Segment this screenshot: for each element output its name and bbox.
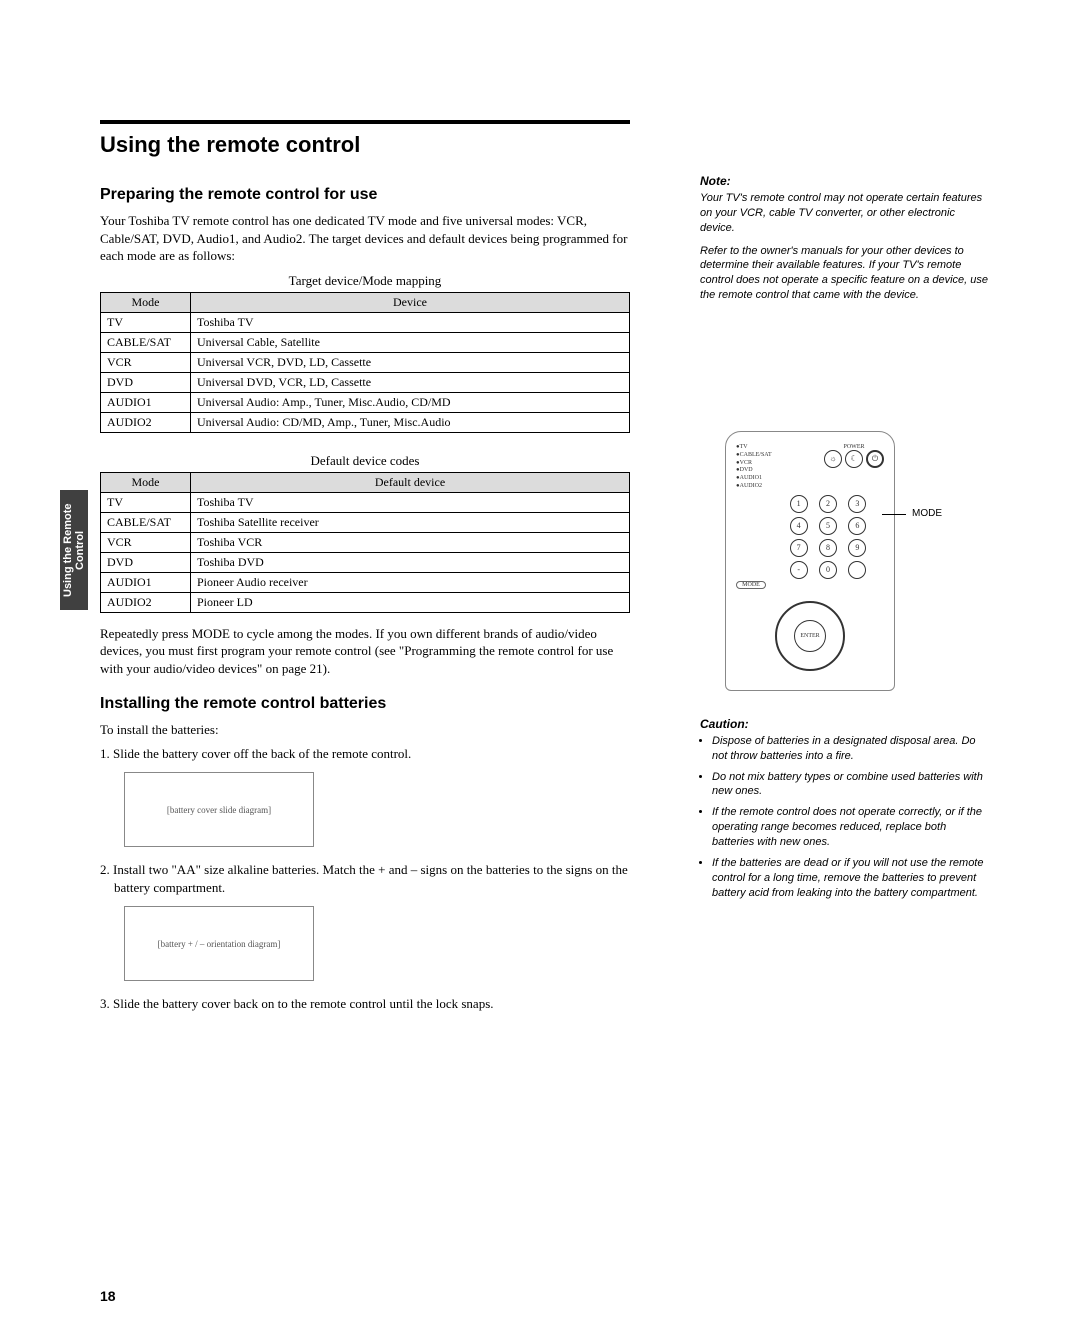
remote-mode-audio1: ●AUDIO1 <box>736 475 772 483</box>
caution-item: If the batteries are dead or if you will… <box>712 856 990 901</box>
table-row: TVToshiba TV <box>101 492 630 512</box>
table-row: CABLE/SATToshiba Satellite receiver <box>101 512 630 532</box>
table-default-device: Mode Default device TVToshiba TV CABLE/S… <box>100 472 630 613</box>
table-row: AUDIO2Pioneer LD <box>101 592 630 612</box>
caution-list: Dispose of batteries in a designated dis… <box>700 734 990 900</box>
page-title: Using the remote control <box>100 132 630 158</box>
mode-callout-label: MODE <box>912 508 942 519</box>
page-number: 18 <box>100 1288 116 1304</box>
remote-btn-sleep: ☾ <box>845 450 863 468</box>
remote-btn-power: ⏻ <box>866 450 884 468</box>
remote-diagram: ●TV ●CABLE/SAT ●VCR ●DVD ●AUDIO1 ●AUDIO2… <box>725 431 895 691</box>
remote-mode-tv: ●TV <box>736 444 772 452</box>
remote-btn-light: ☼ <box>824 450 842 468</box>
side-column: Note: Your TV's remote control may not o… <box>700 120 990 906</box>
section-installing-intro: To install the batteries: <box>100 721 630 739</box>
table-target-device: Mode Device TVToshiba TV CABLE/SATUniver… <box>100 292 630 433</box>
remote-btn-ent <box>848 561 866 579</box>
section-installing-heading: Installing the remote control batteries <box>100 695 630 713</box>
title-rule <box>100 120 630 124</box>
caution-item: Dispose of batteries in a designated dis… <box>712 734 990 764</box>
caution-item: If the remote control does not operate c… <box>712 805 990 850</box>
remote-btn-5: 5 <box>819 517 837 535</box>
note-text-2: Refer to the owner's manuals for your ot… <box>700 244 990 303</box>
remote-btn-6: 6 <box>848 517 866 535</box>
table-row: TVToshiba TV <box>101 312 630 332</box>
remote-btn-dash: - <box>790 561 808 579</box>
table-row: DVDUniversal DVD, VCR, LD, Cassette <box>101 372 630 392</box>
remote-btn-0: 0 <box>819 561 837 579</box>
remote-btn-4: 4 <box>790 517 808 535</box>
main-column: Using the remote control Preparing the r… <box>100 120 630 1021</box>
table-row: VCRToshiba VCR <box>101 532 630 552</box>
table2-caption: Default device codes <box>100 453 630 469</box>
table-row: DVDToshiba DVD <box>101 552 630 572</box>
table2-col-default: Default device <box>191 472 630 492</box>
table1-col-device: Device <box>191 292 630 312</box>
para-after-tables: Repeatedly press MODE to cycle among the… <box>100 625 630 678</box>
remote-btn-mode: MODE <box>736 581 766 589</box>
remote-btn-8: 8 <box>819 539 837 557</box>
install-step-2: 2. Install two "AA" size alkaline batter… <box>114 861 630 896</box>
remote-mode-dvd: ●DVD <box>736 467 772 475</box>
remote-btn-enter: ENTER <box>794 620 826 652</box>
section-preparing-heading: Preparing the remote control for use <box>100 186 630 204</box>
remote-btn-1: 1 <box>790 495 808 513</box>
table1-caption: Target device/Mode mapping <box>100 273 630 289</box>
remote-mode-audio2: ●AUDIO2 <box>736 483 772 491</box>
caution-heading: Caution: <box>700 717 990 731</box>
table-row: AUDIO1Pioneer Audio receiver <box>101 572 630 592</box>
table1-col-mode: Mode <box>101 292 191 312</box>
caution-item: Do not mix battery types or combine used… <box>712 770 990 800</box>
sidebar-tab: Using the Remote Control <box>60 490 88 610</box>
remote-btn-3: 3 <box>848 495 866 513</box>
table2-col-mode: Mode <box>101 472 191 492</box>
remote-btn-7: 7 <box>790 539 808 557</box>
table-row: CABLE/SATUniversal Cable, Satellite <box>101 332 630 352</box>
table-row: AUDIO1Universal Audio: Amp., Tuner, Misc… <box>101 392 630 412</box>
remote-mode-vcr: ●VCR <box>736 460 772 468</box>
note-text-1: Your TV's remote control may not operate… <box>700 191 990 236</box>
install-step-1: 1. Slide the battery cover off the back … <box>114 745 630 763</box>
mode-callout-line <box>882 514 906 515</box>
remote-btn-2: 2 <box>819 495 837 513</box>
battery-orientation-diagram: [battery + / – orientation diagram] <box>124 906 314 981</box>
battery-cover-diagram: [battery cover slide diagram] <box>124 772 314 847</box>
remote-mode-cablesat: ●CABLE/SAT <box>736 452 772 460</box>
table-row: VCRUniversal VCR, DVD, LD, Cassette <box>101 352 630 372</box>
install-step-3: 3. Slide the battery cover back on to th… <box>114 995 630 1013</box>
remote-btn-9: 9 <box>848 539 866 557</box>
table-row: AUDIO2Universal Audio: CD/MD, Amp., Tune… <box>101 412 630 432</box>
note-heading: Note: <box>700 174 990 188</box>
section-preparing-body: Your Toshiba TV remote control has one d… <box>100 212 630 265</box>
